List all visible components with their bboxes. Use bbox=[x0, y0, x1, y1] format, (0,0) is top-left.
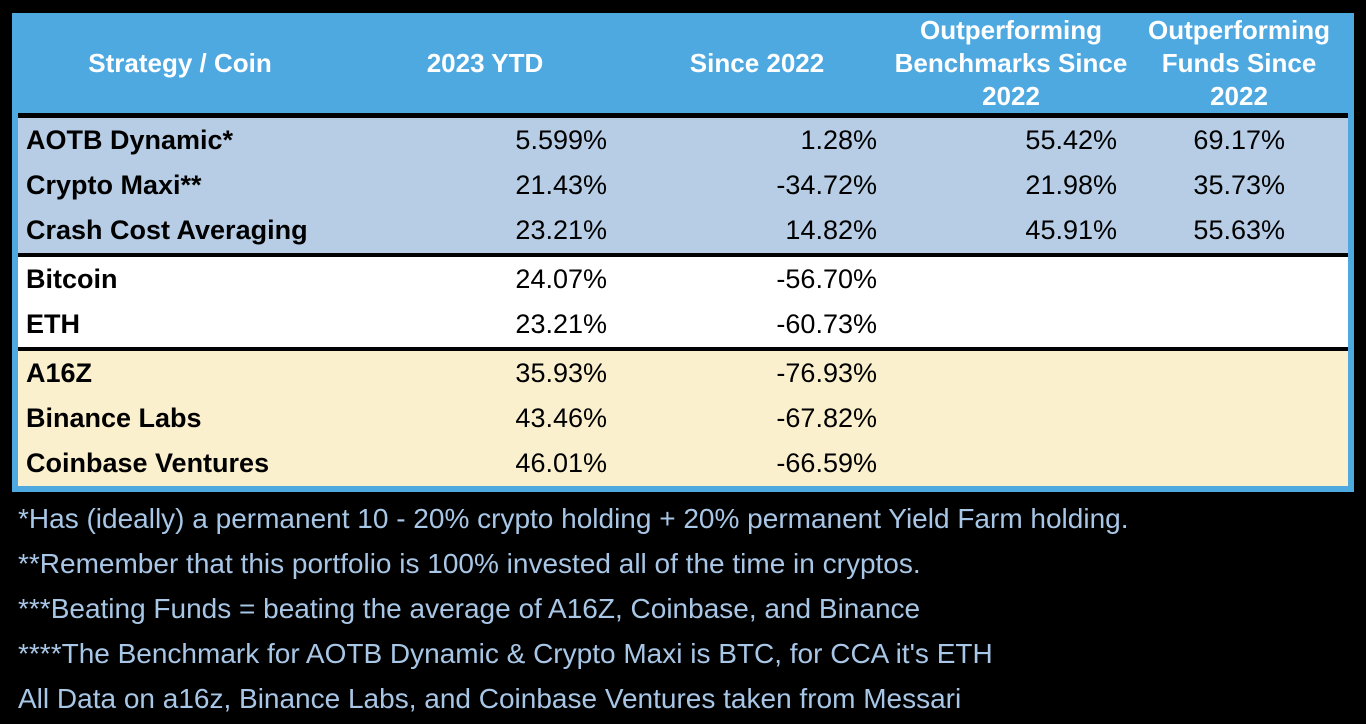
row-value: 24.07% bbox=[515, 264, 607, 294]
row-value: -66.59% bbox=[776, 448, 877, 478]
row-value: 5.599% bbox=[515, 125, 607, 155]
table-row: Bitcoin 24.07% -56.70% bbox=[18, 257, 1348, 302]
footnote-line: ***Beating Funds = beating the average o… bbox=[18, 593, 921, 624]
row-value: 14.82% bbox=[785, 215, 877, 245]
row-label: ETH bbox=[26, 309, 80, 339]
row-value: -60.73% bbox=[776, 309, 877, 339]
table-row: AOTB Dynamic* 5.599% 1.28% 55.42% 69.17% bbox=[18, 118, 1348, 163]
row-label: A16Z bbox=[26, 358, 93, 388]
row-value: 69.17% bbox=[1193, 125, 1285, 155]
row-value: 55.63% bbox=[1193, 215, 1285, 245]
row-value: 23.21% bbox=[515, 309, 607, 339]
table-row: A16Z 35.93% -76.93% bbox=[18, 351, 1348, 396]
row-value: 1.28% bbox=[800, 125, 877, 155]
column-header-outperforming-funds: Outperforming Funds Since 2022 bbox=[1148, 14, 1330, 111]
row-value: -67.82% bbox=[776, 403, 877, 433]
row-group-coins: Bitcoin 24.07% -56.70% ETH 23.21% -60.73% bbox=[18, 253, 1348, 347]
row-group-strategies: AOTB Dynamic* 5.599% 1.28% 55.42% 69.17% Cryp… bbox=[18, 118, 1348, 253]
table-row: Coinbase Ventures 46.01% -66.59% bbox=[18, 441, 1348, 486]
row-value: 45.91% bbox=[1025, 215, 1117, 245]
row-value: 35.73% bbox=[1193, 170, 1285, 200]
table-header-row: Strategy / Coin 2023 YTD Since 2022 Outp… bbox=[12, 13, 1354, 113]
table-row: Binance Labs 43.46% -67.82% bbox=[18, 396, 1348, 441]
footnote-line: **Remember that this portfolio is 100% i… bbox=[18, 548, 921, 579]
footnote-line: ****The Benchmark for AOTB Dynamic & Cry… bbox=[18, 638, 993, 669]
row-value: -34.72% bbox=[776, 170, 877, 200]
footnote-line: All Data on a16z, Binance Labs, and Coin… bbox=[18, 683, 962, 714]
row-label: Binance Labs bbox=[26, 403, 202, 433]
table-row: Crypto Maxi** 21.43% -34.72% 21.98% 35.73% bbox=[18, 163, 1348, 208]
row-value: 55.42% bbox=[1025, 125, 1117, 155]
row-value: 35.93% bbox=[515, 358, 607, 388]
footnote-line: *Has (ideally) a permanent 10 - 20% cryp… bbox=[18, 503, 1129, 534]
column-header-outperforming-benchmarks: Outperforming Benchmarks Since 2022 bbox=[894, 14, 1128, 111]
column-header-since-2022: Since 2022 bbox=[689, 47, 825, 78]
row-value: 21.98% bbox=[1025, 170, 1117, 200]
row-value: 21.43% bbox=[515, 170, 607, 200]
row-value: 43.46% bbox=[515, 403, 607, 433]
row-label: AOTB Dynamic* bbox=[26, 125, 234, 155]
row-value: -76.93% bbox=[776, 358, 877, 388]
table-row: ETH 23.21% -60.73% bbox=[18, 302, 1348, 347]
row-group-funds: A16Z 35.93% -76.93% Binance Labs 43.46% -67.8… bbox=[18, 347, 1348, 486]
row-label: Crypto Maxi** bbox=[26, 170, 202, 200]
column-header-strategy-coin: Strategy / Coin bbox=[88, 47, 272, 78]
column-header-2023-ytd: 2023 YTD bbox=[426, 47, 544, 78]
row-label: Bitcoin bbox=[26, 264, 118, 294]
row-label: Coinbase Ventures bbox=[26, 448, 270, 478]
row-value: 23.21% bbox=[515, 215, 607, 245]
performance-table: Strategy / Coin 2023 YTD Since 2022 Outp… bbox=[12, 13, 1354, 492]
footnotes: *Has (ideally) a permanent 10 - 20% cryp… bbox=[18, 496, 1348, 721]
row-label: Crash Cost Averaging bbox=[26, 215, 308, 245]
row-value: 46.01% bbox=[515, 448, 607, 478]
table-body: AOTB Dynamic* 5.599% 1.28% 55.42% 69.17% Cryp… bbox=[18, 113, 1348, 486]
table-row: Crash Cost Averaging 23.21% 14.82% 45.91% 55… bbox=[18, 208, 1348, 253]
row-value: -56.70% bbox=[776, 264, 877, 294]
